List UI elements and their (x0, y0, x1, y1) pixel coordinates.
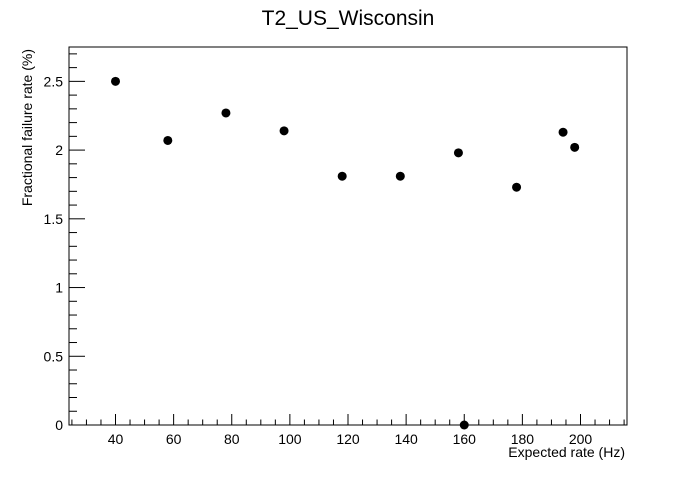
x-axis: 40 60 80 100 120 140 160 180 200 (71, 414, 625, 447)
data-point (459, 420, 469, 430)
x-tick-label: 80 (224, 431, 240, 447)
y-axis: 0 0.5 1 1.5 2 2.5 (44, 53, 85, 433)
data-point (570, 142, 580, 152)
y-tick-label: 1.5 (44, 211, 64, 227)
x-tick-label: 200 (569, 431, 593, 447)
data-point (453, 148, 463, 158)
y-tick-label: 2.5 (44, 73, 64, 89)
data-point (512, 182, 522, 192)
data-point (163, 135, 173, 145)
data-point (111, 76, 120, 86)
plot-frame (68, 46, 628, 426)
x-tick-label: 60 (166, 431, 182, 447)
x-tick-label: 100 (278, 431, 302, 447)
data-points (111, 76, 580, 430)
data-point (558, 127, 568, 137)
y-tick-label: 0.5 (44, 348, 64, 364)
data-point (221, 108, 231, 118)
data-point (395, 171, 405, 181)
data-point (337, 171, 347, 181)
y-tick-label: 2 (55, 142, 63, 158)
x-tick-label: 160 (453, 431, 477, 447)
y-tick-label: 0 (55, 417, 63, 433)
y-tick-label: 1 (55, 280, 63, 296)
x-tick-label: 120 (336, 431, 360, 447)
y-axis-label: Fractional failure rate (%) (19, 49, 35, 206)
x-tick-label: 40 (108, 431, 124, 447)
x-tick-label: 180 (511, 431, 535, 447)
x-tick-label: 140 (394, 431, 418, 447)
x-axis-label: Expected rate (Hz) (508, 444, 625, 460)
data-point (279, 126, 289, 136)
chart-title: T2_US_Wisconsin (262, 7, 435, 30)
